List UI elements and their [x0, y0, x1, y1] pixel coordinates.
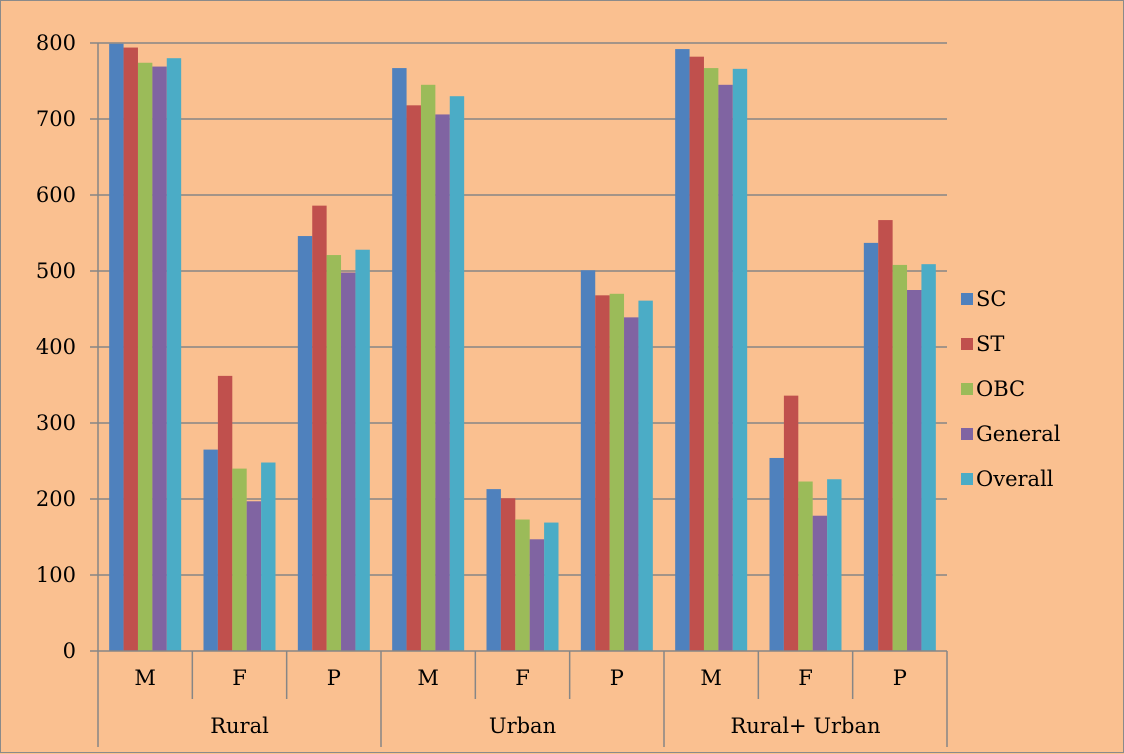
bar-overall — [355, 249, 370, 651]
bar-general — [152, 66, 167, 651]
x-group-label: Urban — [489, 714, 556, 738]
bar-st — [689, 56, 704, 652]
x-category-label: P — [893, 666, 907, 690]
legend-swatch-sc — [961, 293, 973, 305]
bar-general — [718, 84, 733, 652]
x-category-label: F — [515, 666, 530, 690]
legend-label: General — [976, 422, 1061, 446]
bar-obc — [609, 293, 625, 651]
x-category-label: M — [134, 666, 156, 690]
bar-obc — [420, 84, 436, 652]
legend-label: OBC — [976, 377, 1025, 401]
bar-overall — [166, 58, 182, 651]
bar-overall — [261, 462, 276, 651]
bar-st — [500, 498, 516, 651]
bar-obc — [515, 519, 530, 651]
bar-overall — [827, 479, 842, 651]
bar-st — [595, 295, 610, 651]
legend-swatch-obc — [961, 383, 973, 395]
bar-general — [812, 515, 828, 651]
bars — [109, 43, 936, 652]
bar-st — [123, 47, 138, 652]
bar-overall — [921, 264, 936, 651]
y-tick-label: 700 — [36, 107, 76, 131]
bar-overall — [732, 68, 748, 652]
bar-st — [217, 375, 233, 651]
y-tick-labels: 0 100 200 300 400 500 600 700 800 — [36, 31, 76, 663]
x-category-label: P — [327, 666, 341, 690]
bar-overall — [638, 300, 653, 651]
bar-sc — [863, 242, 879, 651]
y-tick-label: 0 — [63, 639, 76, 663]
y-tick-label: 100 — [36, 563, 76, 587]
bar-general — [435, 114, 450, 651]
bar-sc — [675, 49, 690, 651]
x-group-label: Rural+ Urban — [730, 714, 880, 738]
bar-st — [878, 220, 893, 651]
bar-general — [907, 290, 922, 651]
bar-sc — [297, 236, 313, 652]
legend-swatch-general — [961, 428, 973, 440]
bar-sc — [109, 43, 124, 651]
bar-obc — [798, 481, 813, 651]
x-category-label: F — [798, 666, 813, 690]
bar-sc — [769, 457, 784, 651]
legend-label: ST — [976, 332, 1004, 356]
bar-obc — [892, 264, 908, 651]
x-category-label: M — [417, 666, 439, 690]
bar-general — [624, 317, 639, 651]
bar-obc — [137, 62, 153, 651]
bar-obc — [232, 468, 247, 651]
bar-st — [406, 105, 421, 651]
y-tick-label: 500 — [36, 259, 76, 283]
y-tick-label: 300 — [36, 411, 76, 435]
bar-sc — [580, 270, 596, 651]
x-category-labels: M F P M F P M F P Rural Urban Rural+ Urban — [134, 666, 906, 738]
y-tick-label: 200 — [36, 487, 76, 511]
bar-general — [341, 272, 356, 651]
axes — [90, 42, 948, 747]
legend-label: Overall — [976, 467, 1054, 491]
bar-overall — [544, 522, 559, 651]
bar-obc — [703, 68, 719, 651]
x-category-label: M — [700, 666, 722, 690]
bar-overall — [449, 96, 465, 651]
y-tick-label: 800 — [36, 31, 76, 55]
legend-swatch-st — [961, 338, 973, 350]
legend: SC ST OBC General Overall — [961, 287, 1061, 491]
bar-sc — [486, 489, 501, 651]
y-tick-label: 400 — [36, 335, 76, 359]
x-group-label: Rural — [210, 714, 269, 738]
bar-st — [783, 395, 799, 651]
bar-sc — [392, 68, 407, 651]
bar-obc — [326, 255, 342, 652]
bar-sc — [203, 449, 218, 651]
y-tick-label: 600 — [36, 183, 76, 207]
legend-label: SC — [976, 287, 1006, 311]
bar-st — [312, 205, 327, 651]
bar-general — [529, 539, 545, 651]
x-category-label: F — [232, 666, 247, 690]
x-category-label: P — [610, 666, 624, 690]
legend-swatch-overall — [961, 473, 973, 485]
bar-general — [246, 501, 262, 651]
